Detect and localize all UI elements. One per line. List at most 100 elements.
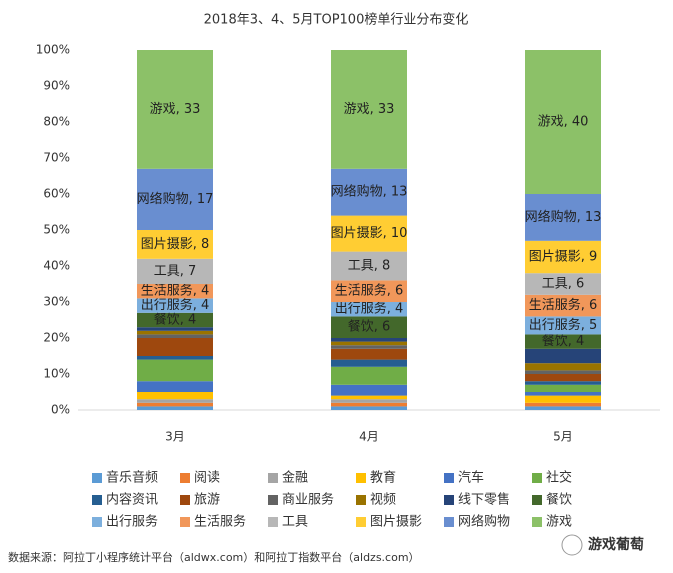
bar-segment [137, 50, 213, 169]
legend-swatch [268, 517, 278, 527]
data-label: 餐饮, 4 [154, 312, 197, 328]
bar-segment [525, 392, 601, 396]
bar-segment [137, 392, 213, 400]
legend-label: 生活服务 [194, 514, 246, 530]
bar-segment [525, 370, 601, 374]
legend-swatch [92, 517, 102, 527]
legend-swatch [268, 473, 278, 483]
x-tick-label: 3月 [165, 430, 185, 444]
bar-segment [525, 294, 601, 317]
legend-swatch [356, 473, 366, 483]
brand-icon [561, 534, 583, 556]
bar-segment [331, 341, 407, 346]
bar-segment [331, 348, 407, 360]
legend-label: 内容资讯 [106, 492, 158, 508]
data-label: 工具, 6 [542, 277, 585, 292]
y-tick-label: 0% [51, 403, 70, 417]
bar-segment [331, 366, 407, 385]
legend-swatch [532, 517, 542, 527]
legend-label: 汽车 [458, 470, 484, 486]
bar-segment [331, 399, 407, 403]
bar-segment [331, 338, 407, 342]
legend-label: 游戏 [546, 515, 572, 530]
bar-segment [137, 356, 213, 360]
y-tick-label: 40% [43, 259, 70, 273]
bar-segment [137, 298, 213, 313]
bar-segment [331, 384, 407, 396]
data-label: 网络购物, 13 [331, 184, 408, 200]
legend-swatch [532, 473, 542, 483]
legend-label: 网络购物 [458, 514, 510, 530]
bar-segment [137, 381, 213, 392]
bar-segment [137, 399, 213, 403]
bar-segment [525, 395, 601, 403]
bar-segment [137, 230, 213, 259]
legend-label: 视频 [370, 493, 396, 508]
bar-segment [331, 302, 407, 317]
y-tick-label: 20% [43, 331, 70, 345]
data-label: 图片摄影, 8 [141, 237, 210, 252]
legend-label: 阅读 [194, 471, 220, 486]
bar-segment [137, 284, 213, 299]
x-tick-label: 4月 [359, 430, 379, 444]
data-label: 网络购物, 13 [525, 209, 602, 225]
legend-swatch [532, 495, 542, 505]
bar-segment [331, 359, 407, 367]
legend-swatch [356, 495, 366, 505]
legend-label: 金融 [282, 470, 308, 486]
bar-segment [525, 334, 601, 349]
bar-segment [137, 258, 213, 284]
bar-segment [331, 395, 407, 400]
data-label: 图片摄影, 10 [331, 226, 408, 241]
legend-swatch [180, 495, 190, 505]
bar-segment [331, 316, 407, 338]
bar-segment [137, 168, 213, 230]
x-tick-label: 5月 [553, 430, 573, 444]
legend-label: 出行服务 [106, 514, 158, 530]
data-label: 游戏, 40 [538, 115, 589, 130]
y-tick-label: 30% [43, 295, 70, 309]
bar-segment [331, 345, 407, 349]
data-label: 图片摄影, 9 [529, 250, 598, 265]
legend-label: 工具 [282, 515, 308, 530]
legend-swatch [180, 473, 190, 483]
bar-segment [137, 330, 213, 335]
data-label: 网络购物, 17 [137, 191, 214, 207]
legend-swatch [444, 517, 454, 527]
data-label: 生活服务, 6 [335, 283, 404, 299]
legend-label: 图片摄影 [370, 515, 422, 530]
chart-title: 2018年3、4、5月TOP100榜单行业分布变化 [204, 12, 469, 28]
bar-segment [137, 359, 213, 382]
y-tick-label: 70% [43, 151, 70, 165]
bar-segment [525, 50, 601, 194]
bar-segment [525, 240, 601, 274]
legend-swatch [180, 517, 190, 527]
legend-swatch [92, 495, 102, 505]
data-label: 工具, 7 [154, 264, 197, 279]
data-label: 餐饮, 6 [348, 319, 391, 335]
data-label: 游戏, 33 [344, 102, 395, 117]
legend-label: 商业服务 [282, 492, 334, 508]
legend-swatch [444, 473, 454, 483]
bar-segment [525, 316, 601, 335]
y-tick-label: 50% [43, 223, 70, 237]
bar-segment [331, 215, 407, 252]
data-label: 生活服务, 4 [141, 283, 210, 299]
data-label: 餐饮, 4 [542, 333, 585, 349]
bar-segment [331, 280, 407, 302]
bar-segment [137, 327, 213, 331]
y-tick-label: 90% [43, 79, 70, 93]
bar-segment [137, 406, 213, 410]
bar-segment [525, 406, 601, 410]
legend-label: 旅游 [194, 493, 220, 508]
data-label: 出行服务, 4 [335, 301, 404, 317]
bar-segment [525, 384, 601, 392]
data-label: 出行服务, 5 [529, 317, 598, 333]
data-label: 生活服务, 6 [529, 297, 598, 313]
legend-label: 社交 [546, 470, 572, 486]
bar-segment [525, 374, 601, 382]
data-label: 工具, 8 [348, 259, 391, 274]
bar-segment [525, 194, 601, 241]
legend-label: 线下零售 [458, 492, 510, 508]
